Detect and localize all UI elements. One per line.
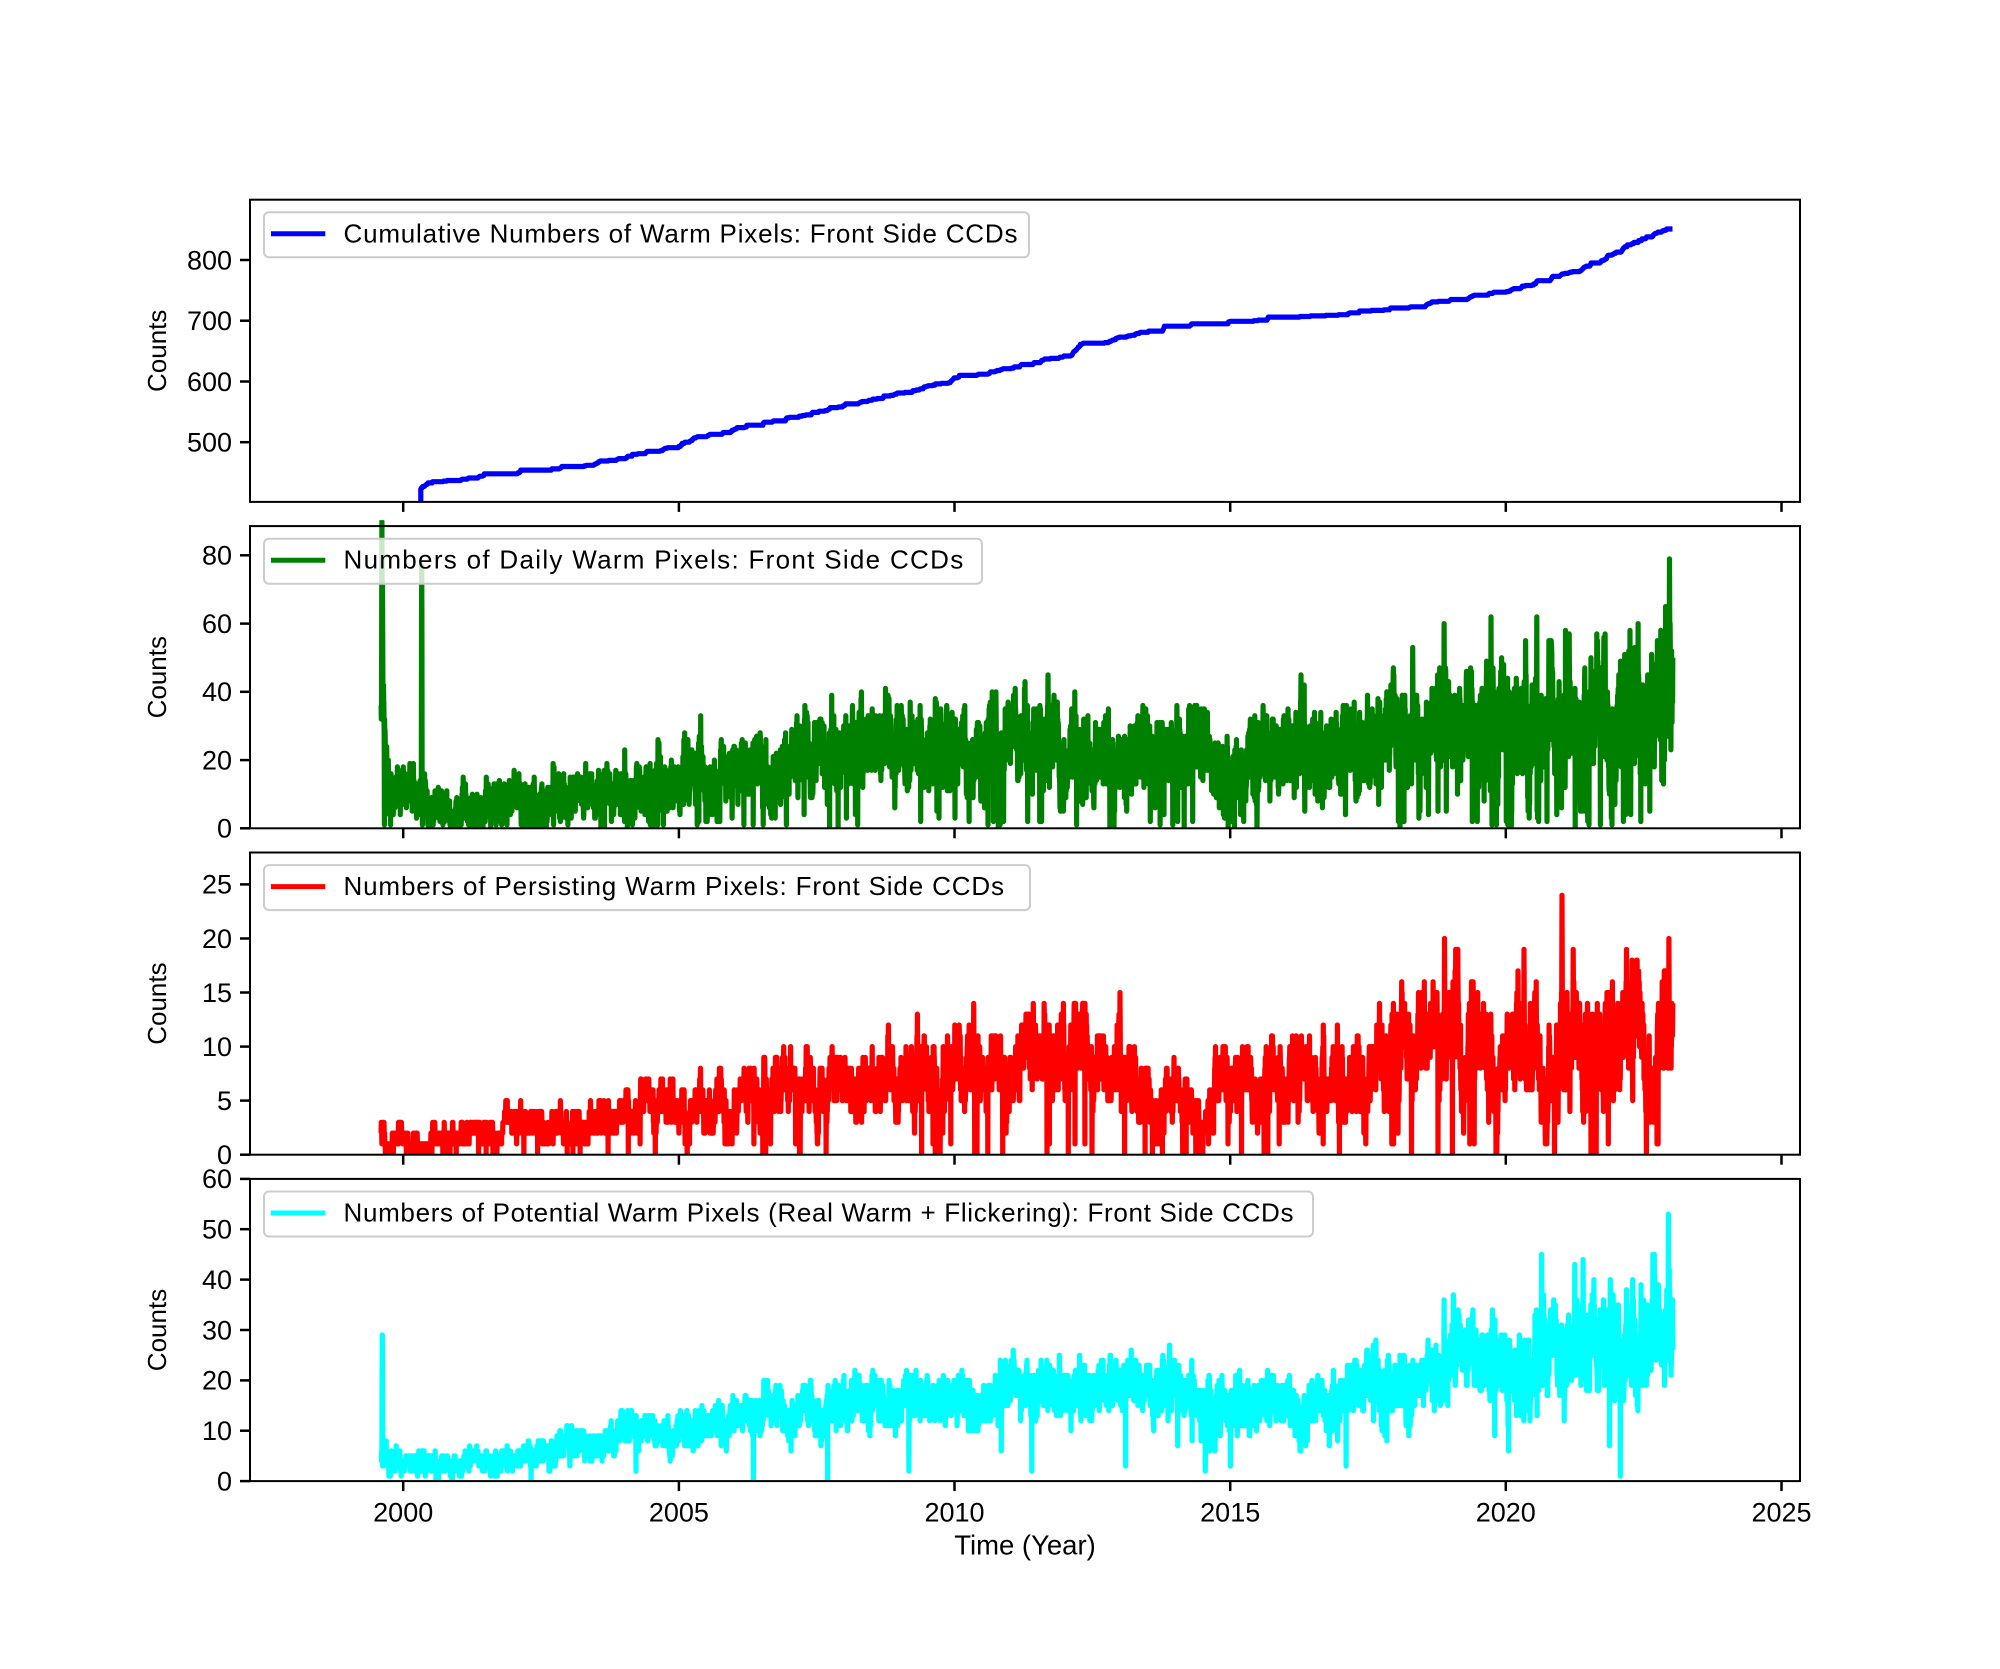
svg-text:10: 10 bbox=[202, 1416, 232, 1446]
svg-text:Numbers of Daily Warm Pixels:: Numbers of Daily Warm Pixels: Front Side… bbox=[344, 545, 965, 575]
svg-text:20: 20 bbox=[202, 745, 232, 775]
svg-text:2025: 2025 bbox=[1751, 1498, 1811, 1528]
svg-text:2020: 2020 bbox=[1476, 1498, 1536, 1528]
svg-text:Numbers of Persisting Warm Pix: Numbers of Persisting Warm Pixels: Front… bbox=[344, 871, 1005, 901]
svg-text:Counts: Counts bbox=[142, 310, 172, 392]
svg-text:80: 80 bbox=[202, 541, 232, 571]
svg-text:5: 5 bbox=[217, 1086, 232, 1116]
svg-text:25: 25 bbox=[202, 870, 232, 900]
svg-text:Counts: Counts bbox=[142, 962, 172, 1044]
svg-text:500: 500 bbox=[187, 428, 232, 458]
svg-text:50: 50 bbox=[202, 1215, 232, 1245]
svg-text:60: 60 bbox=[202, 609, 232, 639]
svg-text:20: 20 bbox=[202, 924, 232, 954]
svg-text:Time (Year): Time (Year) bbox=[954, 1530, 1096, 1561]
svg-text:0: 0 bbox=[217, 1466, 232, 1496]
svg-text:2000: 2000 bbox=[373, 1498, 433, 1528]
svg-text:40: 40 bbox=[202, 677, 232, 707]
svg-text:Counts: Counts bbox=[142, 636, 172, 718]
svg-text:0: 0 bbox=[217, 1140, 232, 1170]
svg-text:60: 60 bbox=[202, 1164, 232, 1194]
svg-text:Numbers of Potential Warm Pixe: Numbers of Potential Warm Pixels (Real W… bbox=[344, 1198, 1295, 1228]
svg-text:0: 0 bbox=[217, 814, 232, 844]
svg-text:600: 600 bbox=[187, 367, 232, 397]
svg-text:10: 10 bbox=[202, 1032, 232, 1062]
svg-text:40: 40 bbox=[202, 1265, 232, 1295]
svg-text:Cumulative Numbers of Warm Pix: Cumulative Numbers of Warm Pixels: Front… bbox=[344, 218, 1019, 248]
svg-text:30: 30 bbox=[202, 1315, 232, 1345]
svg-text:15: 15 bbox=[202, 978, 232, 1008]
svg-text:2005: 2005 bbox=[649, 1498, 709, 1528]
svg-text:800: 800 bbox=[187, 245, 232, 275]
svg-text:Counts: Counts bbox=[142, 1289, 172, 1371]
svg-text:2010: 2010 bbox=[924, 1498, 984, 1528]
svg-text:2015: 2015 bbox=[1200, 1498, 1260, 1528]
svg-text:700: 700 bbox=[187, 306, 232, 336]
svg-text:20: 20 bbox=[202, 1366, 232, 1396]
